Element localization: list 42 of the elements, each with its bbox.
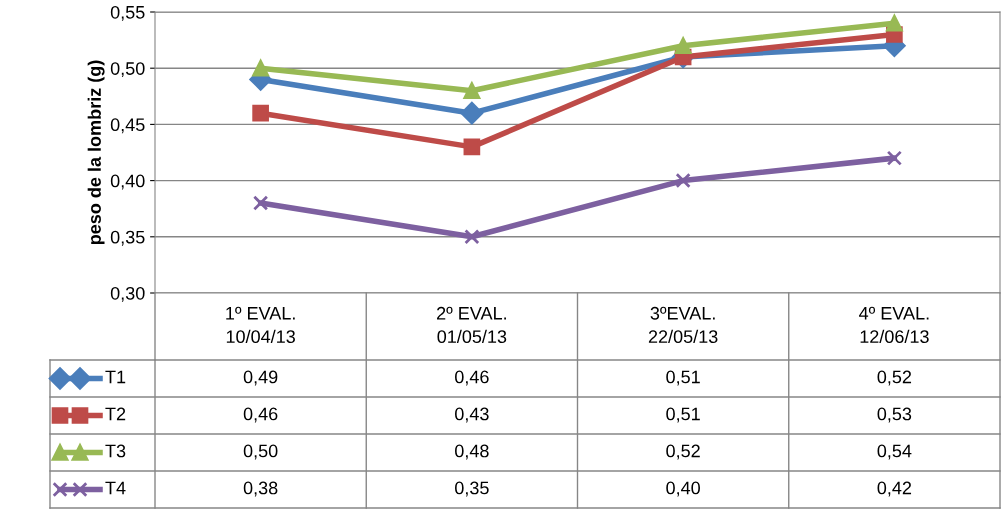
- point: [674, 37, 692, 55]
- legend-label: T1: [105, 370, 126, 384]
- y-axis-title: peso de la lombriz (g): [87, 60, 105, 245]
- data-label: 0,52: [666, 444, 700, 460]
- data-label: 0,49: [243, 370, 278, 386]
- y-tick-label: 0,45: [110, 118, 145, 134]
- point: [460, 101, 484, 125]
- data-label: 0,43: [455, 407, 489, 423]
- y-tick-label: 0,55: [110, 5, 145, 21]
- y-tick-label: 0,40: [110, 174, 145, 190]
- data-label: 0,46: [455, 370, 489, 386]
- point: [252, 104, 269, 122]
- legend-label: T4: [105, 481, 126, 495]
- x-tick-label: 3ºEVAL. 22/05/13: [648, 306, 718, 344]
- data-label: 0,46: [243, 407, 278, 423]
- y-tick-label: 0,35: [110, 230, 145, 246]
- x-tick-label: 2º EVAL. 01/05/13: [437, 306, 507, 344]
- data-label: 0,42: [877, 481, 912, 497]
- data-label: 0,35: [455, 481, 489, 497]
- data-label: 0,51: [666, 407, 700, 423]
- point: [463, 82, 481, 100]
- legend-label: T2: [105, 407, 126, 421]
- data-label: 0,53: [877, 407, 912, 423]
- data-label: 0,48: [455, 444, 489, 460]
- x-tick-label: 4º EVAL. 12/06/13: [859, 306, 929, 344]
- point: [464, 229, 480, 245]
- data-label: 0,51: [666, 370, 700, 386]
- point: [463, 138, 481, 156]
- point: [886, 14, 903, 32]
- y-tick-label: 0,30: [110, 286, 145, 302]
- legend-label: T3: [105, 444, 126, 458]
- x-tick-label: 1º EVAL. 10/04/13: [226, 306, 295, 344]
- data-label: 0,40: [666, 481, 700, 497]
- point: [675, 172, 691, 189]
- y-tick-label: 0,50: [110, 62, 145, 78]
- data-label: 0,52: [877, 370, 912, 386]
- point: [252, 195, 269, 211]
- data-label: 0,38: [243, 481, 278, 497]
- point: [252, 59, 269, 77]
- point: [886, 150, 903, 166]
- data-label: 0,50: [243, 444, 278, 460]
- data-label: 0,54: [877, 444, 912, 460]
